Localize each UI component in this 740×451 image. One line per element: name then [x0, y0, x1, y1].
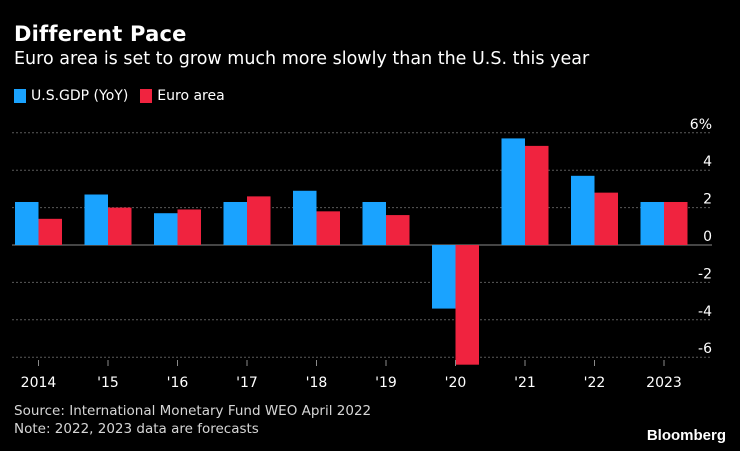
bar-us	[432, 245, 456, 309]
x-tick-label: '15	[97, 375, 119, 391]
bar-euro	[525, 145, 549, 245]
bar-euro	[247, 196, 271, 245]
chart-subtitle: Euro area is set to grow much more slowl…	[14, 49, 590, 69]
chart-title: Different Pace	[14, 22, 187, 46]
y-tick-label: 2	[703, 192, 712, 208]
forecast-note: Note: 2022, 2023 data are forecasts	[14, 421, 259, 437]
bar-euro	[38, 218, 62, 245]
legend-label-us: U.S.GDP (YoY)	[31, 88, 129, 104]
bar-euro	[108, 207, 132, 245]
legend-swatch-euro	[140, 89, 153, 103]
bloomberg-logo: Bloomberg	[646, 427, 726, 444]
bar-euro	[664, 201, 688, 245]
bar-euro	[386, 215, 410, 245]
bar-us	[293, 190, 317, 245]
x-tick-label: '18	[306, 375, 328, 391]
x-tick-label: 2014	[21, 375, 57, 391]
y-tick-label: 6%	[690, 117, 712, 133]
bar-us	[223, 201, 247, 245]
bar-us	[501, 138, 525, 245]
bar-euro	[455, 245, 479, 365]
bar-euro	[594, 192, 618, 245]
x-tick-label: '20	[445, 375, 467, 391]
bar-us	[84, 194, 108, 245]
chart-footer: Source: International Monetary Fund WEO …	[14, 402, 371, 438]
y-tick-label: 0	[703, 229, 712, 245]
x-tick-label: '21	[514, 375, 536, 391]
y-tick-label: -4	[698, 304, 712, 320]
bar-us	[15, 201, 39, 245]
x-tick-label: '19	[375, 375, 397, 391]
legend: U.S.GDP (YoY) Euro area	[14, 88, 237, 104]
source-note: Source: International Monetary Fund WEO …	[14, 403, 372, 419]
y-tick-label: 4	[703, 154, 712, 170]
legend-item-us: U.S.GDP (YoY)	[14, 88, 128, 104]
legend-label-euro: Euro area	[157, 88, 225, 104]
legend-swatch-us	[14, 89, 26, 103]
x-tick-label: '22	[584, 375, 606, 391]
bar-us	[362, 201, 386, 245]
bar-euro	[177, 209, 201, 245]
bar-us	[154, 213, 178, 245]
x-tick-label: '17	[236, 375, 258, 391]
y-tick-label: -6	[698, 341, 712, 357]
bar-us	[571, 175, 595, 245]
bar-us	[640, 201, 664, 245]
x-tick-label: '16	[167, 375, 189, 391]
legend-item-euro: Euro area	[140, 88, 225, 104]
x-tick-label: 2023	[646, 375, 682, 391]
bar-euro	[316, 211, 340, 245]
y-tick-label: -2	[698, 266, 712, 282]
